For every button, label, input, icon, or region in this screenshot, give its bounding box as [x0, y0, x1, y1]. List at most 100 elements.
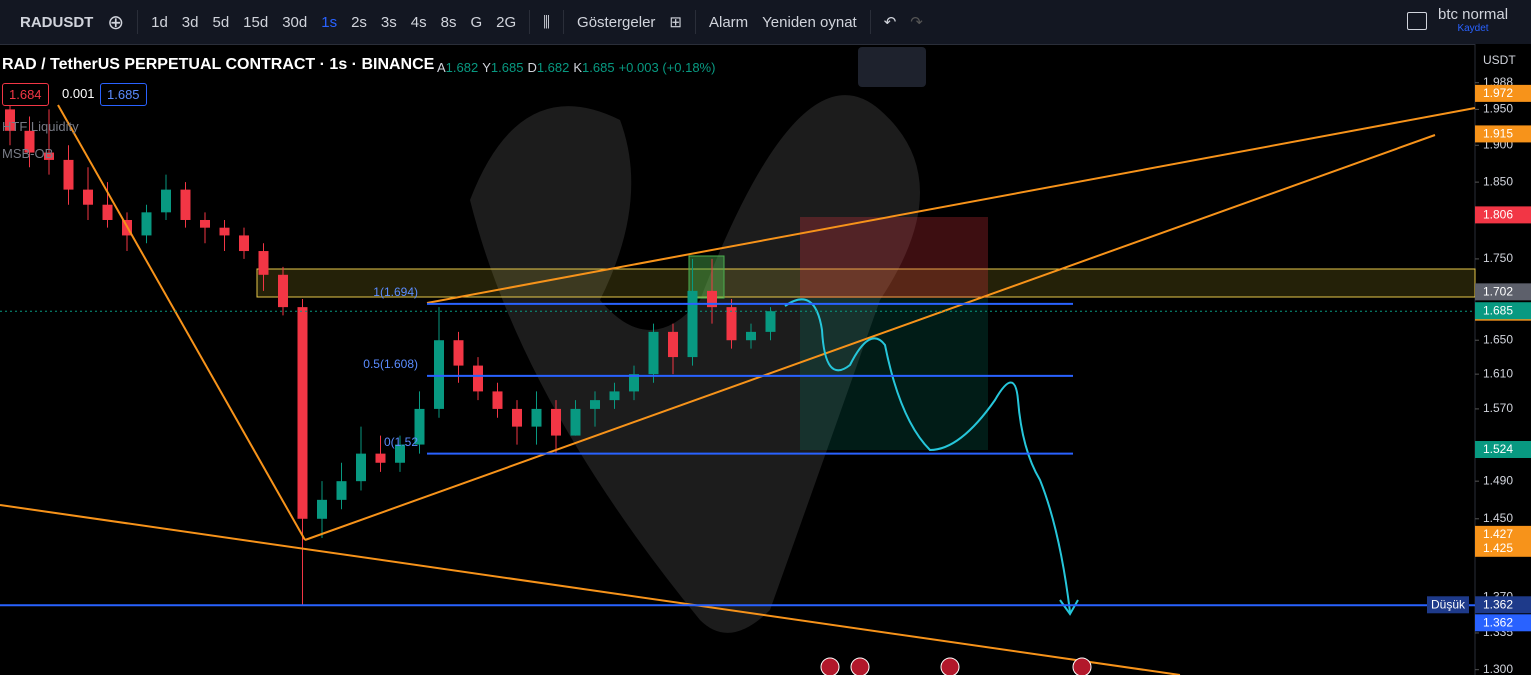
spread: 0.001: [62, 86, 95, 101]
candle-body: [473, 365, 483, 392]
save[interactable]: Kaydet: [1457, 23, 1489, 34]
replay-button[interactable]: Yeniden oynat: [762, 13, 857, 31]
price-tick-label: 1.950: [1483, 102, 1513, 116]
layout[interactable]: btc normal Kaydet: [1438, 7, 1508, 36]
symbol[interactable]: RADUSDT: [20, 13, 94, 31]
candle-body: [609, 391, 620, 401]
stop-zone: [800, 217, 988, 298]
candle-body: [453, 340, 464, 366]
interval[interactable]: 3d: [181, 13, 199, 31]
indicator[interactable]: HTF Liquidity: [2, 119, 79, 134]
ask[interactable]: 1.685: [100, 83, 147, 106]
candle-body: [375, 453, 386, 463]
trend-lines: [0, 104, 1476, 675]
interval[interactable]: 1d: [151, 13, 168, 31]
price-marker: [1475, 125, 1531, 143]
fullscreen[interactable]: [1407, 12, 1427, 30]
alarm-button[interactable]: Alarm: [709, 13, 749, 31]
price-tick-label: 1.300: [1483, 662, 1513, 675]
price-marker-label: 1.362: [1483, 597, 1513, 611]
target-zone: [800, 298, 988, 450]
add-symbol[interactable]: ⊕: [107, 11, 125, 34]
candle-body: [492, 391, 503, 409]
drawing-toolbar[interactable]: [858, 47, 926, 87]
price-marker-label: 1.425: [1483, 541, 1513, 555]
candle-body: [434, 340, 444, 409]
price-marker-label: 1.427: [1483, 527, 1513, 541]
low-tag-box: [1427, 596, 1469, 614]
price-marker-label: 1.702: [1483, 285, 1513, 299]
price-tick-label: 1.570: [1483, 401, 1513, 415]
indicator[interactable]: MSB-OB: [2, 146, 54, 161]
interval[interactable]: 3s: [380, 13, 397, 31]
candle-body: [219, 227, 230, 236]
price-marker: [1475, 525, 1531, 543]
interval[interactable]: 1s: [321, 13, 338, 31]
candle-body: [258, 251, 269, 275]
candle-body: [44, 152, 54, 160]
currency[interactable]: USDT: [1483, 53, 1516, 67]
price-tick-label: 1.490: [1483, 473, 1513, 487]
interval[interactable]: 4s: [410, 13, 427, 31]
interval[interactable]: 2s: [351, 13, 367, 31]
candle-body: [297, 307, 308, 519]
interval[interactable]: G: [470, 13, 483, 31]
candle-body: [395, 444, 405, 463]
candle-body: [648, 331, 659, 375]
zone: [688, 255, 725, 299]
zone: [256, 268, 1476, 298]
interval[interactable]: 15d: [243, 13, 269, 31]
ohlc: A1.682 Y1.685 D1.682 K1.685 +0.003 (+0.18%): [433, 60, 715, 75]
price-marker: [1475, 614, 1531, 632]
candle-body: [531, 408, 542, 427]
candle-body: [24, 130, 35, 153]
candle-body: [570, 408, 581, 436]
watermark: [470, 95, 920, 633]
candle-body: [668, 331, 678, 358]
legend-title: RAD / TetherUS PERPETUAL CONTRACT · 1s ·…: [2, 56, 435, 73]
candle-body: [629, 374, 639, 392]
price-marker-label: 1.915: [1483, 127, 1513, 141]
price-marker: [1475, 302, 1531, 320]
price-tick-label: 1.450: [1483, 511, 1513, 525]
price-tick-label: 1.650: [1483, 332, 1513, 346]
price-marker: [1475, 84, 1531, 102]
interval[interactable]: 2G: [496, 13, 517, 31]
candle-body: [102, 204, 113, 220]
price-marker: [1475, 596, 1531, 614]
interval[interactable]: 5d: [212, 13, 230, 31]
candle-body: [141, 212, 152, 236]
bid[interactable]: 1.684: [2, 83, 49, 106]
candle-body: [356, 453, 366, 482]
fib-label: 0(1.52: [384, 435, 418, 449]
candle-body: [317, 499, 327, 519]
chart-type[interactable]: ⫼: [543, 13, 551, 31]
price-tick-label: 1.750: [1483, 251, 1513, 265]
fib-label: 1(1.694): [373, 285, 418, 299]
toolbar: RADUSDT ⊕ 1d 3d 5d 15d 30d 1s 2s 3s 4s 8s G 2G ⫼ Gö…: [0, 0, 1531, 45]
price-marker-label: 1.972: [1483, 86, 1513, 100]
ohlc-key: K: [573, 60, 583, 75]
candle-body: [414, 408, 425, 445]
candle-body: [336, 481, 347, 500]
candle-body: [63, 159, 74, 190]
templates[interactable]: ⊞: [669, 14, 682, 31]
candle-body: [765, 311, 776, 332]
indicators-button[interactable]: Göstergeler: [577, 13, 656, 31]
fib-label: 0.5(1.608): [363, 357, 418, 371]
candle-body: [551, 408, 561, 436]
redo[interactable]: ↷: [910, 14, 923, 31]
interval[interactable]: 30d: [282, 13, 308, 31]
candle-body: [200, 219, 210, 228]
undo[interactable]: ↶: [883, 14, 897, 31]
projection-path: [784, 298, 1071, 613]
price-marker: [1475, 440, 1531, 458]
candle-body: [180, 189, 191, 220]
interval[interactable]: 8s: [440, 13, 457, 31]
candle-body: [278, 274, 288, 308]
price-marker-label: 1.524: [1483, 442, 1513, 456]
ohlc-value: 1.682: [536, 60, 570, 75]
price-marker-label: 1.685: [1483, 303, 1513, 317]
candle-body: [746, 331, 756, 341]
